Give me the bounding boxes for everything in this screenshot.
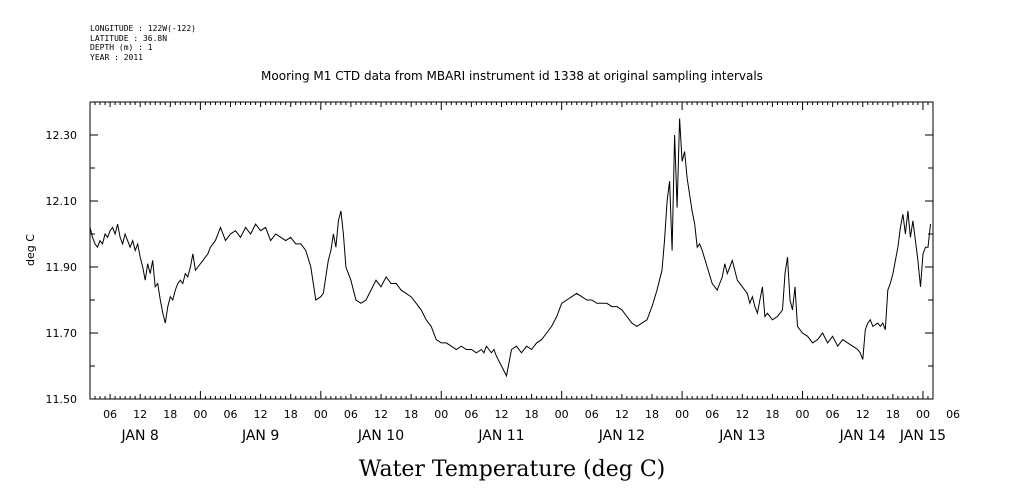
x-day-label: JAN 14 (839, 428, 886, 444)
x-tick-label: 00 (796, 408, 810, 421)
x-day-label: JAN 10 (357, 428, 404, 444)
x-tick-label: 00 (675, 408, 689, 421)
x-day-label: JAN 13 (718, 428, 765, 444)
x-tick-label: 12 (494, 408, 508, 421)
plot-frame (89, 101, 934, 400)
x-tick-label: 12 (615, 408, 629, 421)
y-tick-label: 11.70 (46, 327, 78, 340)
temperature-series-line (89, 118, 931, 378)
meta-year: YEAR : 2011 (90, 53, 143, 62)
x-tick-label: 06 (224, 408, 238, 421)
x-tick-label: 12 (254, 408, 268, 421)
x-tick-label: 00 (555, 408, 569, 421)
x-day-label: JAN 15 (899, 428, 946, 444)
y-axis-label: deg C (24, 234, 37, 266)
x-day-label: JAN 8 (121, 428, 159, 444)
x-tick-label: 06 (344, 408, 358, 421)
x-tick-label: 18 (163, 408, 177, 421)
x-tick-label: 00 (434, 408, 448, 421)
meta-depth: DEPTH (m) : 1 (90, 43, 153, 52)
x-tick-label: 18 (765, 408, 779, 421)
x-day-labels: JAN 8 JAN 9 JAN 10 JAN 11 JAN 12 JAN 13 JAN 14… (121, 428, 947, 444)
x-tick-label: 06 (464, 408, 478, 421)
x-tick-label: 00 (193, 408, 207, 421)
x-day-label: JAN 12 (598, 428, 645, 444)
axis-ticks (89, 101, 934, 400)
x-tick-label: 18 (525, 408, 539, 421)
x-tick-label: 18 (645, 408, 659, 421)
chart-title: Mooring M1 CTD data from MBARI instrumen… (261, 69, 763, 83)
x-tick-label: 06 (826, 408, 840, 421)
y-tick-labels: 11.50 11.70 11.90 12.10 12.30 (46, 129, 78, 406)
x-tick-label: 12 (856, 408, 870, 421)
metadata-block: LONGITUDE : 122W(-122) LATITUDE : 36.8N … (90, 24, 196, 62)
meta-longitude: LONGITUDE : 122W(-122) (90, 24, 196, 33)
x-tick-label: 18 (886, 408, 900, 421)
y-tick-label: 12.10 (46, 195, 78, 208)
y-tick-label: 11.50 (46, 393, 78, 406)
x-hour-tick-labels: 06 12 18 00 06 12 18 00 06 12 18 00 06 12 18 00 06 12 18 00… (103, 408, 960, 421)
y-tick-label: 12.30 (46, 129, 78, 142)
x-tick-label: 06 (103, 408, 117, 421)
x-day-label: JAN 9 (241, 428, 279, 444)
x-day-label: JAN 11 (477, 428, 524, 444)
y-tick-label: 11.90 (46, 261, 78, 274)
x-tick-label: 12 (133, 408, 147, 421)
meta-latitude: LATITUDE : 36.8N (90, 34, 167, 43)
x-tick-label: 06 (585, 408, 599, 421)
x-tick-label: 06 (705, 408, 719, 421)
footer-title: Water Temperature (deg C) (359, 457, 666, 482)
x-tick-label: 00 (314, 408, 328, 421)
x-tick-label: 12 (374, 408, 388, 421)
x-tick-label: 00 (916, 408, 930, 421)
x-tick-label: 12 (735, 408, 749, 421)
x-tick-label: 18 (284, 408, 298, 421)
x-tick-label: 06 (946, 408, 960, 421)
x-tick-label: 18 (404, 408, 418, 421)
